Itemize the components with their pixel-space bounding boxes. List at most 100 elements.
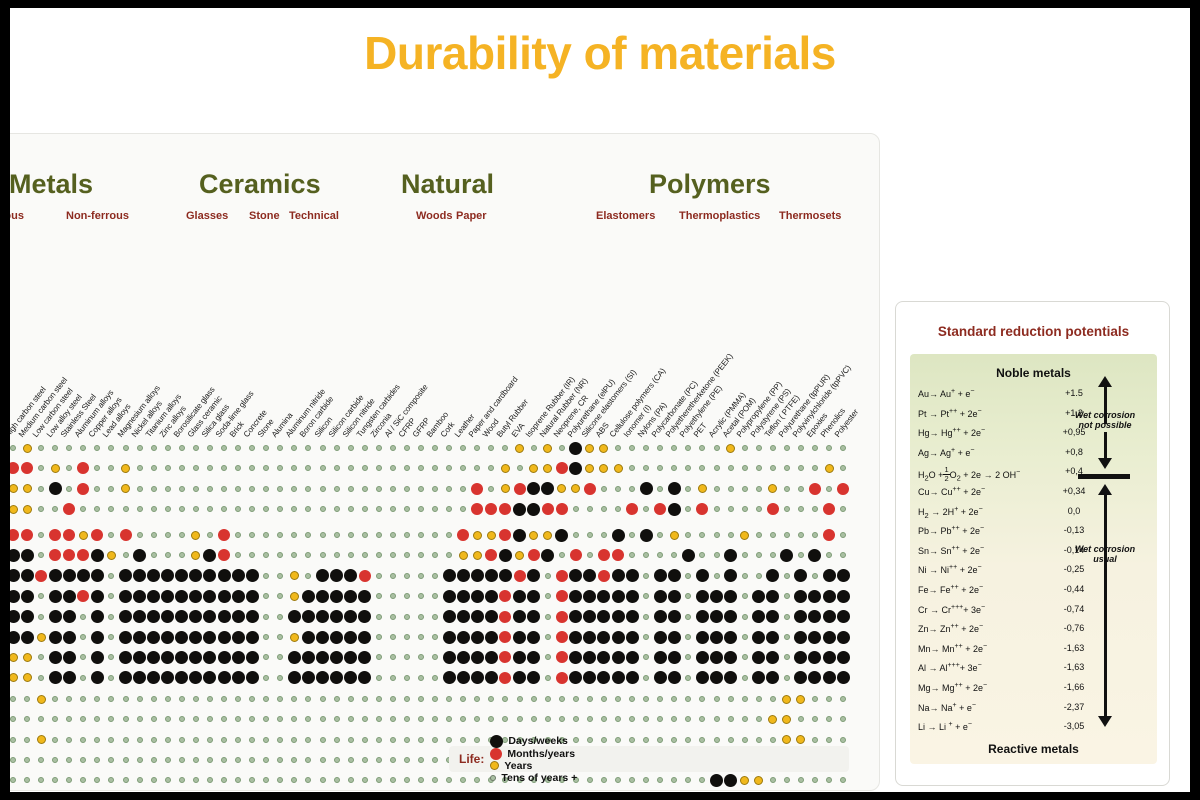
grid-dot [569,461,583,475]
grid-dot [727,532,734,538]
legend-item: Days/weeks [490,734,577,748]
grid-dot [358,671,372,685]
grid-dot [49,529,62,541]
reaction-equation: H2 → 2H+ + 2e− [918,505,983,520]
grid-dot [544,674,551,681]
grid-dot [403,613,410,620]
grid-dot [615,485,621,492]
grid-dot [175,630,189,644]
grid-dot [316,630,330,644]
grid-dot [418,736,425,743]
grid-dot [527,482,541,496]
lower-arrow-up-head [1098,484,1112,495]
grid-dot [755,506,762,513]
grid-dot [643,634,650,640]
grid-dot [502,716,509,723]
grid-dot [685,777,692,783]
grid-dot [599,443,609,453]
grid-dot [840,445,847,451]
grid-dot [432,445,439,451]
grid-dot [667,502,681,516]
grid-dot [824,463,834,473]
grid-dot [460,777,467,783]
grid-dot [263,716,270,723]
grid-dot [811,572,818,579]
grid-dot [558,736,565,743]
grid-dot [121,484,131,494]
reaction-equation: Ni → Ni++ + 2e− [918,564,982,576]
grid-dot [783,445,790,451]
grid-dot [192,445,199,451]
grid-dot [122,445,129,451]
grid-dot [221,485,228,492]
grid-dot [529,463,539,473]
upper-arrow-up-shaft [1103,386,1107,424]
reaction-potential-value: -0,13 [1063,525,1085,536]
grid-dot [361,716,368,723]
grid-dot [600,696,607,702]
page-title: Durability of materials [364,27,836,79]
grid-dot [766,650,780,664]
grid-dot [389,757,396,764]
grid-dot [108,506,115,513]
grid-dot [669,530,679,540]
grid-dot [713,532,720,538]
grid-dot [811,465,818,472]
durability-dot-grid [10,134,879,787]
grid-dot [555,503,568,516]
grid-dot [446,445,453,451]
grid-dot [541,548,555,562]
grid-dot [484,610,498,624]
grid-dot [263,593,270,600]
grid-dot [586,552,593,559]
reaction-potential-value: -0,25 [1063,564,1085,575]
grid-dot [527,502,541,516]
grid-dot [20,610,34,624]
grid-dot [794,569,808,583]
grid-dot [291,696,298,702]
grid-dot [615,716,621,723]
grid-dot [347,777,354,783]
grid-dot [727,465,734,472]
grid-dot [305,485,312,492]
grid-dot [572,532,579,538]
grid-dot [643,613,650,620]
grid-dot [446,716,453,723]
grid-dot [586,696,593,702]
grid-dot [724,650,738,664]
grid-dot [741,736,748,743]
grid-dot [755,445,762,451]
grid-dot [583,630,597,644]
grid-dot [178,445,185,451]
grid-dot [333,532,340,538]
grid-dot [305,445,312,451]
grid-dot [432,736,439,743]
grid-dot [615,736,621,743]
grid-dot [150,736,157,743]
grid-dot [403,506,410,513]
grid-dot [122,696,129,702]
grid-dot [277,716,284,723]
grid-dot [643,696,650,702]
grid-dot [808,671,822,685]
grid-dot [291,736,298,743]
grid-dot [724,610,738,624]
grid-dot [66,736,73,743]
grid-dot [361,552,368,559]
grid-dot [76,569,90,583]
grid-dot [161,610,175,624]
grid-dot [164,757,171,764]
grid-dot [403,465,410,472]
grid-dot [80,634,87,640]
grid-dot [147,610,161,624]
grid-dot [741,485,748,492]
grid-dot [826,696,833,702]
grid-dot [122,757,129,764]
grid-dot [724,671,738,685]
grid-dot [543,530,553,540]
grid-dot [783,465,790,472]
grid-dot [685,674,692,681]
grid-dot [685,465,692,472]
grid-dot [643,506,650,513]
grid-dot [823,503,836,516]
